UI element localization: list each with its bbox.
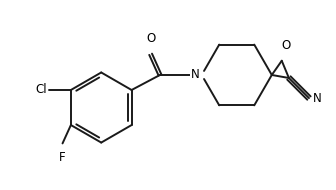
Text: N: N [191, 68, 199, 82]
Text: Cl: Cl [35, 83, 47, 97]
Text: O: O [281, 39, 290, 52]
Text: F: F [59, 151, 66, 164]
Text: N: N [312, 92, 321, 105]
Text: O: O [146, 32, 155, 45]
